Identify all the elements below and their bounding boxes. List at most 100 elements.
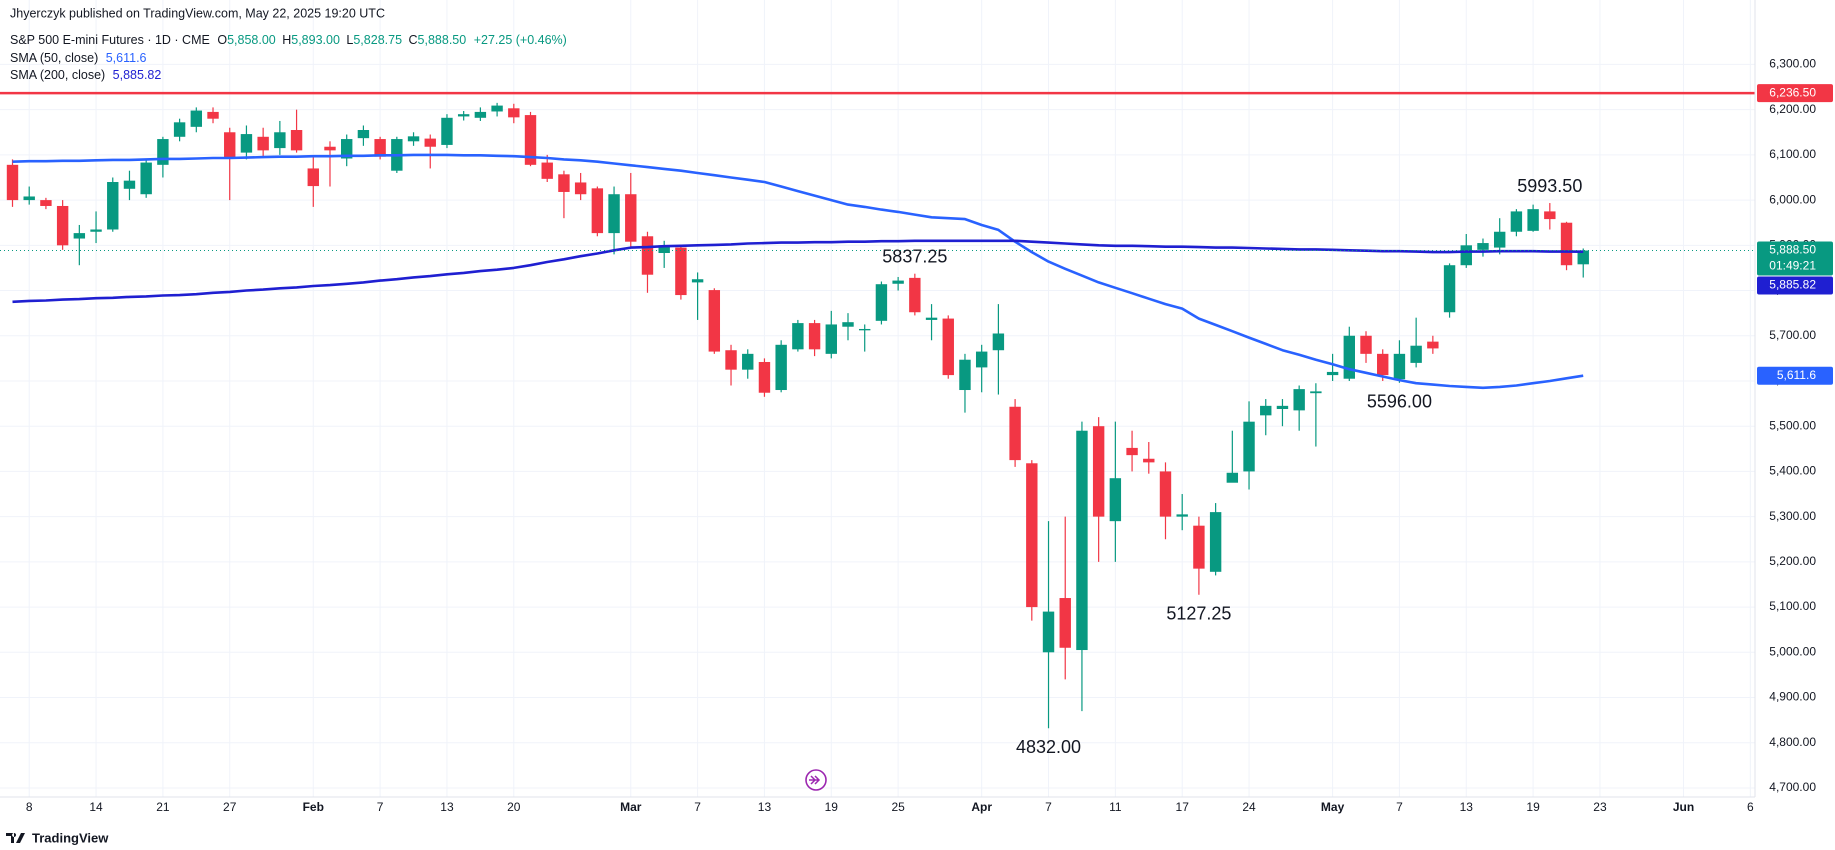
- candle-body: [1360, 335, 1372, 354]
- candle-body: [1092, 426, 1105, 517]
- price-annotation: 5993.50: [1517, 176, 1582, 196]
- candle-body: [608, 194, 620, 234]
- candle-body: [257, 136, 269, 151]
- y-tick-label: 4,800.00: [1769, 735, 1816, 749]
- candle-body: [742, 353, 754, 370]
- candle-body: [675, 247, 687, 296]
- x-tick-label: 11: [1109, 800, 1122, 814]
- candle-body: [925, 317, 938, 320]
- candle-body: [541, 162, 553, 179]
- candle-body: [1260, 405, 1272, 416]
- candle-body: [859, 328, 871, 331]
- x-tick-label: Apr: [971, 800, 992, 814]
- candle-body: [1009, 406, 1021, 461]
- candle-body: [574, 182, 587, 195]
- candle-body: [474, 111, 487, 118]
- candle-body: [1493, 231, 1506, 248]
- ohlc-key: O: [217, 33, 227, 47]
- candle-body: [190, 110, 203, 127]
- candle-body: [357, 130, 370, 139]
- candle-body: [6, 164, 19, 201]
- candle-body: [107, 182, 119, 230]
- candle-body: [1209, 512, 1222, 572]
- candle-body: [1343, 335, 1355, 379]
- candle-body: [959, 359, 971, 391]
- candle-body: [1527, 209, 1539, 231]
- candle-body: [90, 229, 102, 232]
- candle-body: [1560, 222, 1573, 266]
- brand-name[interactable]: TradingView: [32, 830, 109, 845]
- candle-body: [1377, 353, 1389, 376]
- candle-body: [758, 361, 771, 393]
- price-box: [1757, 84, 1833, 103]
- candle-body: [658, 245, 670, 254]
- candle-body: [1243, 421, 1255, 472]
- brand-logo[interactable]: [6, 833, 25, 843]
- legend-value: 5,611.6: [106, 51, 147, 65]
- x-tick-label: 13: [1460, 800, 1474, 814]
- y-tick-label: 5,700.00: [1769, 328, 1816, 342]
- x-tick-label: 25: [891, 800, 905, 814]
- candle-body: [441, 117, 453, 145]
- price-box-label: 5,611.6: [1777, 368, 1816, 382]
- candle-body: [374, 139, 386, 157]
- x-tick-label: May: [1321, 800, 1345, 814]
- header: Jhyerczyk published on TradingView.com, …: [10, 6, 567, 82]
- x-tick-label: 14: [89, 800, 103, 814]
- footer-brand[interactable]: TradingView: [6, 830, 109, 845]
- replay-icon[interactable]: [805, 769, 827, 791]
- candle-body: [173, 122, 186, 137]
- candle-body: [992, 333, 1005, 351]
- price-box: [1757, 366, 1833, 385]
- candle-body: [842, 322, 854, 327]
- plot: 5993.50 5837.25 4832.00 5127.25 5596.00: [0, 91, 1755, 757]
- price-annotation: 5596.00: [1367, 392, 1432, 412]
- x-tick-label: Feb: [303, 800, 324, 814]
- y-tick-label: 4,900.00: [1769, 690, 1816, 704]
- x-tick-label: 8: [26, 800, 33, 814]
- candle-body: [207, 111, 219, 119]
- x-tick-label: 19: [1526, 800, 1540, 814]
- price-box: [1757, 276, 1833, 295]
- candle-body: [1393, 353, 1406, 380]
- price-box-label: 6,236.50: [1769, 85, 1816, 99]
- candle-body: [691, 279, 704, 283]
- x-tick-label: 27: [223, 800, 237, 814]
- x-tick-label: 7: [694, 800, 701, 814]
- candle-body: [1460, 245, 1472, 266]
- x-tick-label: 20: [507, 800, 521, 814]
- y-tick-label: 6,200.00: [1769, 102, 1816, 116]
- candle-body: [123, 180, 136, 189]
- candle-body: [1226, 472, 1239, 483]
- author-line: Jhyerczyk published on TradingView.com, …: [10, 6, 385, 20]
- candle-body: [942, 318, 954, 376]
- price-box: [1757, 241, 1833, 276]
- x-tick-label: 7: [1045, 800, 1052, 814]
- candle-body: [457, 114, 470, 117]
- candle-body: [1042, 611, 1055, 653]
- candle-body: [591, 188, 604, 234]
- grid: [0, 0, 1755, 797]
- y-tick-label: 5,000.00: [1769, 644, 1816, 658]
- candle-body: [1293, 389, 1305, 411]
- candle-body: [792, 323, 804, 350]
- legend-entry: SMA (50, close) 5,611.6: [10, 51, 147, 65]
- x-tick-label: 13: [758, 800, 772, 814]
- candle-body: [1143, 458, 1155, 463]
- candle-body: [725, 350, 737, 370]
- ohlc-value: 5,828.75: [353, 33, 402, 47]
- price-axis: 4,700.00 4,800.00 4,900.00 5,000.00 5,100.00…: [0, 0, 1833, 814]
- x-tick-label: 21: [156, 800, 170, 814]
- ohlc-value: 5,893.00: [291, 33, 340, 47]
- ohlc-value: 5,858.00: [227, 33, 276, 47]
- candle-body: [708, 290, 721, 352]
- candle-body: [1109, 478, 1122, 522]
- y-tick-label: 5,300.00: [1769, 509, 1816, 523]
- x-tick-label: 13: [440, 800, 454, 814]
- candle-body: [641, 236, 654, 275]
- candle-body: [909, 277, 921, 313]
- candle-body: [1577, 250, 1589, 265]
- price-annotation: 5127.25: [1166, 604, 1231, 624]
- icon-arrow[interactable]: [809, 775, 821, 785]
